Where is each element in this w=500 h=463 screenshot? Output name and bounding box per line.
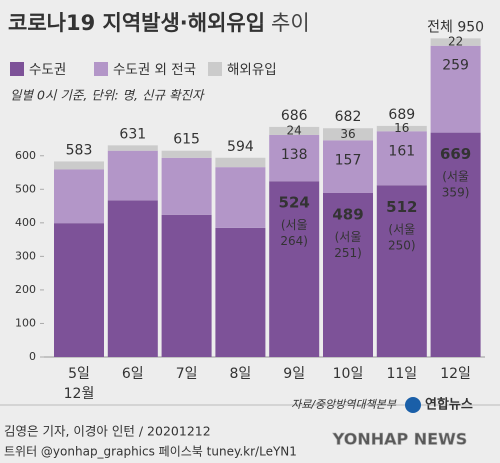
bar-segment	[107, 145, 158, 151]
total-label: 689	[388, 107, 415, 123]
chart-title: 코로나19 지역발생·해외유입 추이	[8, 11, 310, 35]
seoul-label: (서울 264)	[280, 218, 308, 248]
data-label: 161	[388, 143, 415, 159]
bar-segment	[215, 157, 266, 168]
seoul-label-line: 250)	[388, 238, 416, 252]
bar-segment	[215, 167, 266, 228]
y-tick-label: 200	[15, 283, 36, 296]
x-tick-label: 8일	[230, 366, 252, 382]
social: 트위터 @yonhap_graphics 페이스북 tuney.kr/LeYN1	[4, 445, 297, 459]
bar-segment	[269, 181, 320, 357]
total-label: 594	[227, 139, 254, 155]
total-label: 615	[173, 132, 200, 148]
month-label: 12월	[64, 386, 95, 402]
seoul-label-line: (서울	[335, 229, 362, 243]
data-label: 524	[279, 194, 310, 212]
watermark: YONHAP NEWS	[332, 430, 468, 449]
bar-segment	[376, 131, 427, 186]
x-tick-label: 12일	[440, 366, 471, 382]
data-label: 36	[340, 127, 355, 141]
seoul-label-line: 264)	[280, 234, 308, 248]
title-suffix: 추이	[271, 11, 310, 35]
data-label: 489	[332, 205, 363, 223]
x-tick-label: 6일	[122, 366, 144, 382]
x-tick-label: 5일	[68, 366, 90, 382]
logo-icon	[405, 397, 421, 413]
bar-segment	[323, 128, 373, 141]
legend-label: 수도권	[29, 62, 66, 78]
total-label: 583	[66, 142, 93, 158]
x-tick-label: 9일	[283, 366, 305, 382]
legend-swatch	[94, 62, 108, 76]
bar-segment	[161, 157, 212, 215]
y-tick-label: 400	[15, 216, 36, 229]
bar-segment	[430, 132, 481, 357]
legend-swatch	[10, 62, 24, 76]
bar-segment	[430, 38, 481, 46]
seoul-label: (서울 251)	[334, 229, 362, 259]
data-label: 22	[448, 35, 463, 49]
title-main: 코로나19 지역발생·해외유입	[8, 11, 265, 35]
y-tick-label: 500	[15, 182, 36, 195]
bar-segment	[323, 140, 373, 193]
logo: 연합뉴스	[425, 397, 473, 413]
bar-segment	[107, 150, 158, 201]
total-label: 682	[335, 109, 362, 125]
data-label: 512	[386, 198, 417, 216]
legend-label: 해외유입	[227, 62, 277, 78]
data-label: 138	[281, 147, 308, 163]
source: 자료/중앙방역대책본부	[291, 398, 397, 411]
x-tick-label: 10일	[333, 366, 364, 382]
bar-segment	[215, 227, 266, 357]
data-label: 669	[440, 145, 471, 163]
bar-segment	[161, 150, 212, 158]
data-label: 24	[287, 123, 302, 137]
bar-segment	[323, 192, 373, 357]
total-label: 전체 950	[427, 19, 484, 35]
bar-segment	[54, 223, 104, 357]
seoul-label-line: 251)	[334, 245, 362, 259]
bar-segment	[54, 161, 104, 170]
bar-segment	[269, 126, 320, 135]
seoul-label-line: (서울	[442, 169, 469, 183]
y-tick-label: 100	[15, 316, 36, 329]
bar-segment	[376, 185, 427, 357]
bar-segment	[269, 134, 320, 182]
x-tick-label: 11일	[386, 366, 417, 382]
note: 일별 0시 기준, 단위: 명, 신규 확진자	[10, 88, 205, 103]
total-label: 686	[281, 108, 308, 124]
bar-segment	[161, 214, 212, 357]
bar-segment	[430, 45, 481, 133]
bar-segment	[376, 125, 427, 132]
seoul-label-line: 359)	[442, 185, 470, 199]
y-tick-label: 600	[15, 149, 36, 162]
data-label: 157	[335, 152, 362, 168]
y-tick-label: 0	[29, 350, 36, 363]
legend-swatch	[208, 62, 222, 76]
credit: 김영은 기자, 이경아 인턴 / 20201212	[4, 424, 211, 439]
data-label: 259	[442, 58, 469, 74]
bar-segment	[54, 169, 104, 224]
total-label: 631	[119, 126, 146, 142]
x-tick-label: 7일	[176, 366, 198, 382]
legend-label: 수도권 외 전국	[113, 62, 196, 78]
y-tick-label: 300	[15, 249, 36, 262]
seoul-label: (서울 359)	[442, 169, 470, 199]
seoul-label-line: (서울	[281, 218, 308, 232]
seoul-label-line: (서울	[388, 222, 415, 236]
data-label: 16	[394, 121, 409, 135]
seoul-label: (서울 250)	[388, 222, 416, 252]
bar-segment	[107, 200, 158, 357]
